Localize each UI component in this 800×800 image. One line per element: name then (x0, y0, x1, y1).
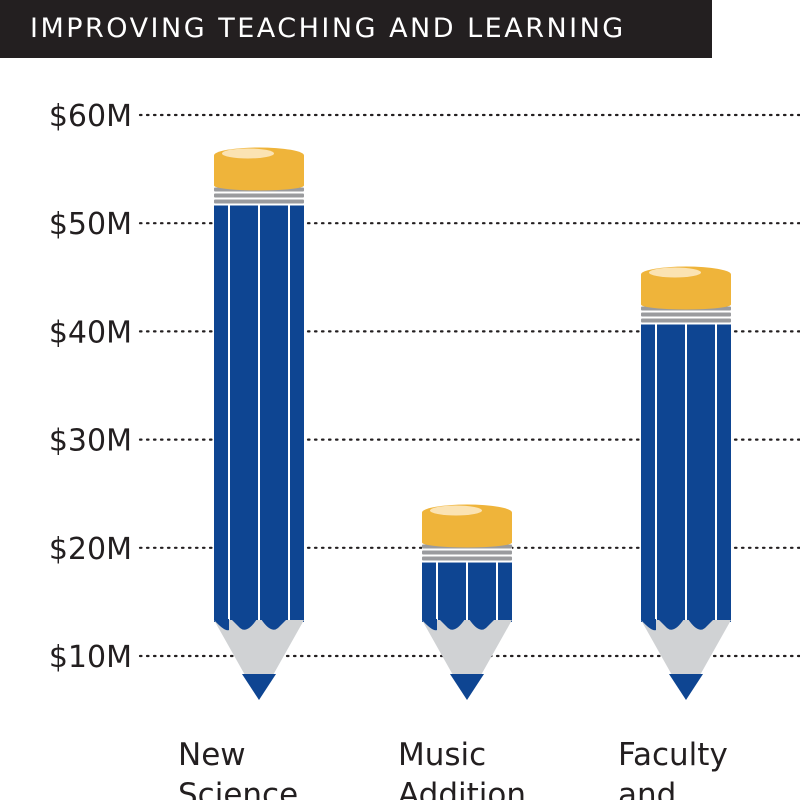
pencil-eraser-highlight (222, 148, 274, 159)
category-label: and (618, 777, 676, 800)
category-label: Addition (398, 777, 526, 800)
pencil-wood (214, 620, 304, 700)
pencil-lead (450, 674, 484, 700)
y-axis-labels: $10M $20M $30M $40M $50M $60M (49, 99, 132, 675)
ferrule-band (641, 312, 731, 317)
header-bar: IMPROVING TEACHING AND LEARNING (0, 0, 712, 58)
ferrule-band (422, 556, 512, 561)
pencil-scallop (214, 619, 287, 631)
pencil-eraser-highlight (430, 505, 482, 516)
pencil-bar (641, 266, 731, 700)
pencil-bar (422, 504, 512, 700)
pencil-eraser-highlight (649, 267, 701, 278)
pencil-lead (669, 674, 703, 700)
pencil-wood (422, 620, 512, 700)
pencil-bars (214, 147, 731, 700)
category-labels: New Science Music Addition Faculty and (178, 737, 728, 800)
y-tick-label: $40M (49, 315, 132, 350)
ferrule-band (214, 193, 304, 198)
pencil-bar (214, 147, 304, 700)
y-tick-label: $50M (49, 207, 132, 242)
pencil-lead (242, 674, 276, 700)
category-label: Science (178, 777, 298, 800)
category-label: Music (398, 737, 486, 773)
category-label: New (178, 737, 246, 773)
pencil-eraser-bottom (641, 299, 731, 310)
pencil-wood (641, 620, 731, 700)
category-label: Faculty (618, 737, 728, 773)
pencil-scallop (641, 619, 714, 631)
header-title: IMPROVING TEACHING AND LEARNING (30, 13, 626, 44)
y-tick-label: $60M (49, 99, 132, 134)
ferrule-band (422, 550, 512, 555)
pencil-eraser-bottom (214, 180, 304, 191)
pencil-scallop (422, 619, 495, 631)
y-tick-label: $10M (49, 640, 132, 675)
y-tick-label: $20M (49, 532, 132, 567)
y-tick-label: $30M (49, 424, 132, 459)
pencil-eraser-bottom (422, 537, 512, 548)
ferrule-band (214, 199, 304, 204)
ferrule-band (641, 318, 731, 323)
